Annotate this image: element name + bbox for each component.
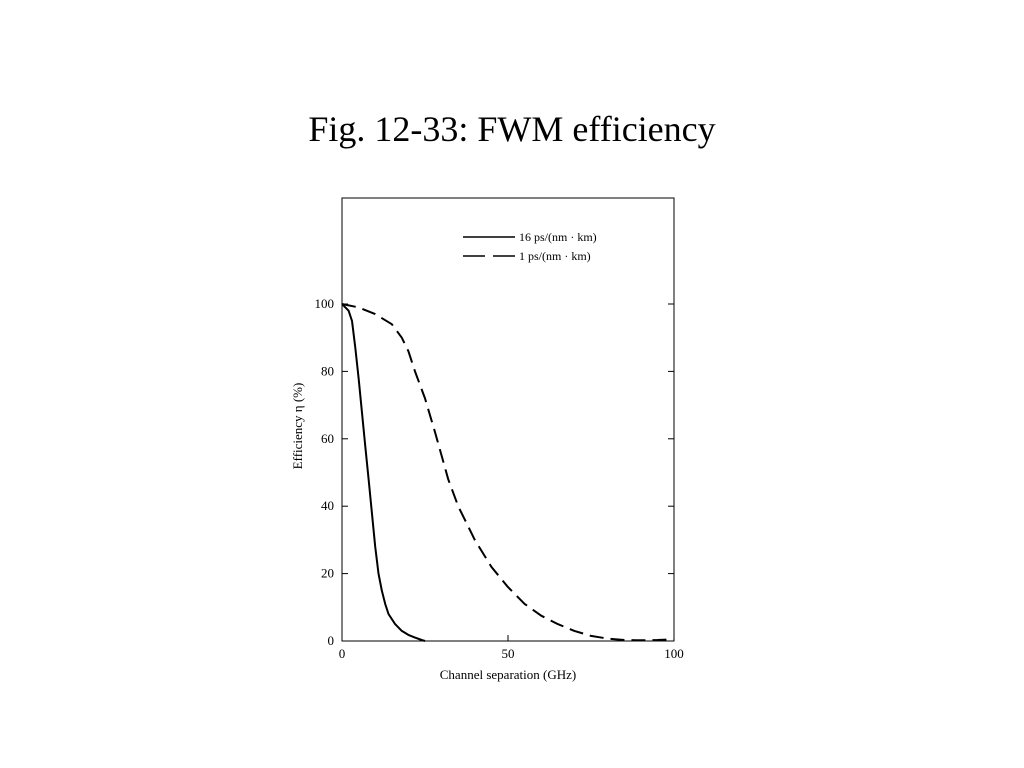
y-tick-label: 20 [321, 566, 334, 581]
series-layer [341, 303, 675, 642]
x-tick-label: 100 [664, 646, 684, 661]
plot-frame [341, 197, 675, 642]
legend-label: 16 ps/(nm · km) [519, 230, 597, 244]
x-axis-label: Channel separation (GHz) [440, 667, 576, 682]
y-tick-label: 80 [321, 363, 334, 378]
series-line-solid [341, 303, 426, 642]
legend-label: 1 ps/(nm · km) [519, 249, 591, 263]
y-tick-label: 0 [328, 633, 335, 648]
axis-ticks: 0 20 40 60 80 100 0 50 100 [315, 296, 684, 661]
slide-title: Fig. 12-33: FWM efficiency [308, 109, 716, 149]
y-tick-label: 100 [315, 296, 335, 311]
series-line-dashed [341, 303, 675, 642]
x-tick-label: 50 [502, 646, 515, 661]
y-tick-label: 40 [321, 498, 334, 513]
y-tick-label: 60 [321, 431, 334, 446]
x-tick-label: 0 [339, 646, 346, 661]
y-axis-label: Efficiency η (%) [290, 383, 305, 470]
legend: 16 ps/(nm · km) 1 ps/(nm · km) [463, 230, 597, 263]
